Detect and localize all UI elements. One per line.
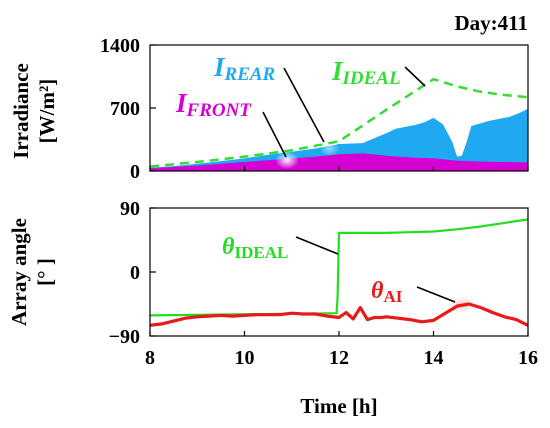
ideal-annotation-sub: IDEAL <box>342 68 401 89</box>
angle-ylabel-text-line: Array angle <box>7 218 31 326</box>
angle-ylabel-text-line: [° ] <box>33 258 57 286</box>
day-label: Day:411 <box>455 11 529 35</box>
ideal-angle-pointer-line <box>295 236 339 255</box>
rear-annotation-main: I <box>213 52 226 82</box>
angle-ylabel-text: Array angle[° ] <box>7 218 57 326</box>
rear-pointer-line <box>283 67 325 143</box>
ideal-annotation-main: I <box>331 56 344 86</box>
irradiance-y-axis-label: Irradiance[W/m²] <box>9 63 59 159</box>
x-axis-label: Time [h] <box>300 394 377 418</box>
ai-angle-annotation: θAI <box>371 278 403 306</box>
rear-annotation: IREAR <box>213 52 275 85</box>
angle-y-axis-label: Array angle[° ] <box>7 218 57 326</box>
irradiance-y-tick-label: 700 <box>110 98 140 120</box>
irradiance-series-group <box>149 77 529 171</box>
angle-ticks-group: 90 0 −908 10 12 14 16 <box>109 198 538 369</box>
ideal-irradiance-line <box>149 77 529 168</box>
front-highlight-glow <box>275 151 300 170</box>
x-tick-label: 10 <box>235 347 255 369</box>
ai-angle-annotation-sub: AI <box>383 287 402 306</box>
front-annotation-main: I <box>175 88 188 118</box>
x-tick-label: 8 <box>145 347 155 369</box>
angle-y-tick-label: −90 <box>109 326 140 348</box>
ideal-pointer-line <box>404 66 426 87</box>
ideal-angle-annotation-sub: IDEAL <box>234 243 288 262</box>
irradiance-ylabel-text: Irradiance[W/m²] <box>9 63 59 159</box>
irradiance-ylabel-text-line: Irradiance <box>9 63 33 159</box>
front-annotation: IFRONT <box>175 88 252 121</box>
irradiance-y-tick-label: 1400 <box>100 35 140 57</box>
ai-angle-pointer-line <box>416 286 456 303</box>
ideal-angle-line <box>149 218 529 317</box>
angle-series-group <box>149 218 529 327</box>
rear-irradiance-area <box>150 108 528 171</box>
front-pointer-line <box>262 111 287 158</box>
rear-highlight-glow <box>319 140 340 157</box>
front-annotation-sub: FRONT <box>186 100 253 121</box>
ideal-angle-annotation-main: θ <box>222 234 235 260</box>
irradiance-y-tick-label: 0 <box>130 161 140 183</box>
x-tick-label: 12 <box>329 347 349 369</box>
ai-angle-line <box>149 302 529 327</box>
irradiance-ticks-group: 0 700 1400 <box>100 35 529 183</box>
angle-y-tick-label: 0 <box>130 262 140 284</box>
ai-angle-annotation-main: θ <box>371 278 384 304</box>
irradiance-ylabel-text-line: [W/m²] <box>35 79 59 144</box>
ideal-annotation: IIDEAL <box>331 56 401 89</box>
ideal-angle-annotation: θIDEAL <box>222 234 288 262</box>
x-tick-label: 14 <box>424 347 444 369</box>
rear-annotation-sub: REAR <box>224 64 276 85</box>
x-tick-label: 16 <box>518 347 538 369</box>
angle-y-tick-label: 90 <box>120 198 140 220</box>
